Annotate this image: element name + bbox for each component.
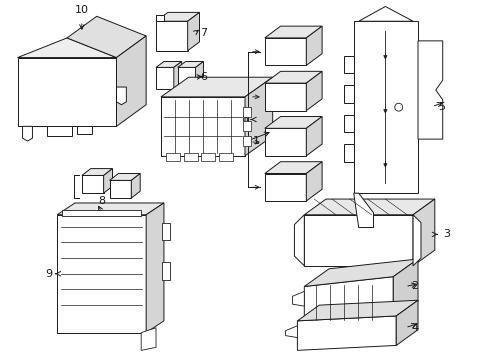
Polygon shape xyxy=(156,21,187,51)
Text: 7: 7 xyxy=(200,28,207,38)
Polygon shape xyxy=(305,26,322,66)
Polygon shape xyxy=(22,126,32,141)
Polygon shape xyxy=(305,162,322,201)
Polygon shape xyxy=(156,62,182,67)
Text: 4: 4 xyxy=(410,323,417,333)
Text: 3: 3 xyxy=(442,229,449,239)
Polygon shape xyxy=(243,136,250,146)
Text: 8: 8 xyxy=(241,114,247,125)
Polygon shape xyxy=(358,6,412,21)
Polygon shape xyxy=(264,38,305,66)
Polygon shape xyxy=(131,174,140,198)
Text: 2: 2 xyxy=(410,282,417,292)
Polygon shape xyxy=(161,97,244,156)
Polygon shape xyxy=(264,26,322,38)
Polygon shape xyxy=(62,210,141,216)
Polygon shape xyxy=(264,117,322,128)
Polygon shape xyxy=(219,153,233,161)
Polygon shape xyxy=(243,121,250,131)
Polygon shape xyxy=(109,180,131,198)
Polygon shape xyxy=(343,144,353,162)
Polygon shape xyxy=(156,12,199,21)
Polygon shape xyxy=(264,162,322,174)
Polygon shape xyxy=(395,300,417,346)
Polygon shape xyxy=(57,203,163,215)
Polygon shape xyxy=(141,328,156,350)
Polygon shape xyxy=(67,16,146,58)
Text: 8: 8 xyxy=(98,196,105,206)
Polygon shape xyxy=(18,58,116,126)
Text: 5: 5 xyxy=(437,102,444,112)
Polygon shape xyxy=(305,71,322,111)
Polygon shape xyxy=(187,12,199,51)
Polygon shape xyxy=(294,215,304,266)
Polygon shape xyxy=(343,85,353,103)
Polygon shape xyxy=(304,259,417,287)
Polygon shape xyxy=(81,175,103,193)
Polygon shape xyxy=(412,199,434,266)
Polygon shape xyxy=(146,203,163,333)
Polygon shape xyxy=(264,71,322,83)
Text: 10: 10 xyxy=(75,5,89,15)
Polygon shape xyxy=(412,215,420,266)
Polygon shape xyxy=(343,114,353,132)
Polygon shape xyxy=(57,215,146,333)
Polygon shape xyxy=(201,153,215,161)
Text: 9: 9 xyxy=(45,269,52,279)
Polygon shape xyxy=(243,107,250,117)
Polygon shape xyxy=(156,67,173,89)
Text: 1: 1 xyxy=(252,136,259,146)
Polygon shape xyxy=(178,62,203,67)
Polygon shape xyxy=(297,300,417,321)
Polygon shape xyxy=(178,67,195,89)
Polygon shape xyxy=(156,15,163,21)
Polygon shape xyxy=(343,55,353,73)
Polygon shape xyxy=(285,326,297,338)
Polygon shape xyxy=(173,62,182,89)
Polygon shape xyxy=(297,316,395,350)
Polygon shape xyxy=(116,87,126,105)
Polygon shape xyxy=(264,128,305,156)
Polygon shape xyxy=(77,126,92,134)
Polygon shape xyxy=(162,262,169,280)
Polygon shape xyxy=(47,126,72,136)
Polygon shape xyxy=(109,174,140,180)
Polygon shape xyxy=(244,77,272,156)
Polygon shape xyxy=(392,259,417,319)
Polygon shape xyxy=(165,153,180,161)
Polygon shape xyxy=(161,77,272,97)
Polygon shape xyxy=(305,117,322,156)
Text: 6: 6 xyxy=(200,72,207,82)
Polygon shape xyxy=(304,215,412,266)
Polygon shape xyxy=(103,168,112,193)
Polygon shape xyxy=(116,36,146,126)
Polygon shape xyxy=(264,83,305,111)
Polygon shape xyxy=(264,174,305,201)
Polygon shape xyxy=(195,62,203,89)
Polygon shape xyxy=(304,277,392,324)
Polygon shape xyxy=(417,41,442,139)
Polygon shape xyxy=(18,38,116,58)
Polygon shape xyxy=(162,222,169,240)
Circle shape xyxy=(394,103,402,111)
Polygon shape xyxy=(353,193,373,228)
Polygon shape xyxy=(292,291,304,306)
Polygon shape xyxy=(353,21,417,193)
Polygon shape xyxy=(81,168,112,175)
Polygon shape xyxy=(183,153,197,161)
Polygon shape xyxy=(304,199,434,215)
